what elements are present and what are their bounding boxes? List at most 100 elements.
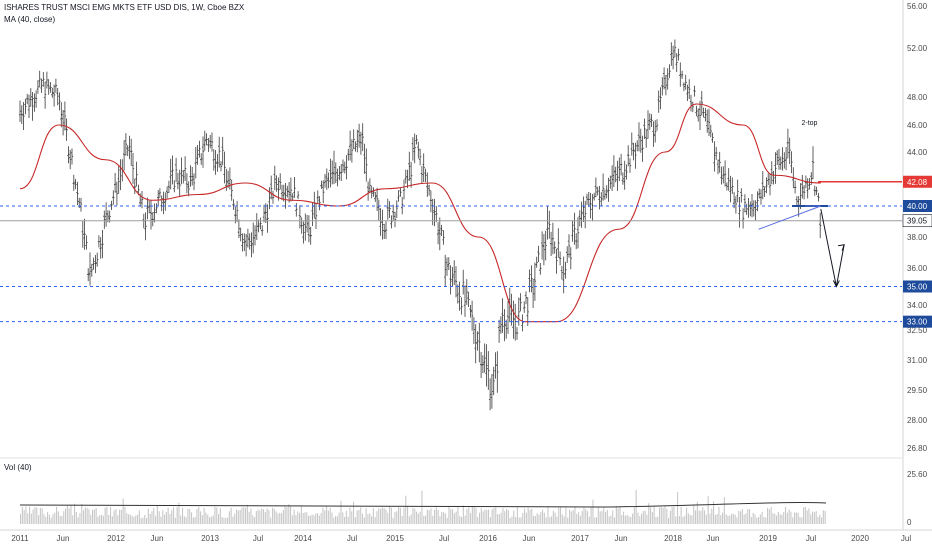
volume-bar (462, 505, 464, 524)
ohlc-bar (350, 139, 354, 163)
volume-bar (443, 512, 445, 524)
volume-bar (185, 517, 187, 524)
ohlc-bar (173, 180, 176, 193)
volume-bar (102, 515, 104, 524)
ohlc-bar (711, 132, 714, 143)
x-tick-label: 2014 (294, 534, 312, 543)
ohlc-bar (587, 192, 590, 207)
volume-bar (322, 507, 324, 524)
volume-bar (702, 507, 704, 524)
volume-bar (522, 512, 524, 524)
ohlc-bar (666, 68, 669, 90)
volume-bar (475, 507, 477, 524)
volume-bar (416, 511, 418, 524)
ohlc-bar (445, 257, 449, 276)
volume-bar (509, 518, 511, 524)
x-tick-label: 2017 (571, 534, 589, 543)
price-tag-40.00 (903, 200, 932, 212)
ohlc-bar (569, 247, 572, 270)
ohlc-bar (295, 203, 298, 217)
y-tick-label: 52.00 (907, 44, 928, 53)
volume-bar (25, 506, 27, 524)
volume-bar (30, 513, 32, 524)
ohlc-bar (531, 279, 535, 308)
volume-bar (745, 513, 747, 524)
volume-bar (70, 504, 72, 524)
volume-bar (333, 517, 335, 524)
ohlc-bar (192, 173, 196, 191)
volume-bar (140, 518, 142, 524)
volume-bar (21, 506, 23, 524)
ohlc-bar (241, 233, 244, 252)
volume-bar (124, 506, 126, 524)
volume-bar (524, 508, 526, 524)
ohlc-bar (165, 186, 169, 199)
ohlc-bar (418, 148, 422, 166)
ohlc-bar (774, 152, 777, 184)
ohlc-bar (483, 343, 486, 373)
volume-bar (430, 508, 432, 524)
ohlc-bar (266, 204, 269, 233)
ohlc-bar (612, 155, 616, 188)
volume-bar (173, 507, 175, 524)
ohlc-bar (273, 165, 276, 191)
ohlc-bar (286, 185, 289, 198)
volume-bar (423, 515, 425, 524)
ohlc-bar (501, 298, 504, 333)
volume-bar (358, 510, 360, 524)
volume-bar (581, 511, 583, 524)
ohlc-bar (558, 251, 562, 266)
ohlc-bar (505, 319, 508, 339)
volume-bar (187, 508, 189, 524)
ohlc-bar (815, 186, 818, 195)
volume-bar (592, 499, 594, 524)
ohlc-bar (600, 192, 603, 206)
ohlc-bar (436, 222, 440, 245)
ohlc-bar (153, 203, 156, 223)
volume-bar (684, 515, 686, 524)
ohlc-bar (566, 246, 569, 263)
ohlc-bar (679, 62, 682, 87)
ohlc-bar (470, 300, 474, 331)
volume-bar (297, 511, 299, 524)
ohlc-bar (314, 203, 318, 229)
ohlc-bar (76, 181, 79, 206)
ohlc-bar (740, 188, 743, 203)
ohlc-bar (259, 217, 262, 230)
volume-bar (695, 510, 697, 524)
volume-bar (794, 512, 796, 524)
ohlc-bar (759, 189, 763, 205)
price-tag-text: 40.00 (907, 202, 928, 211)
volume-bar (659, 507, 661, 524)
ohlc-bar (609, 175, 612, 189)
ohlc-bar (555, 248, 558, 274)
volume-bar (617, 508, 619, 524)
volume-bar (268, 510, 270, 524)
volume-bar (747, 509, 749, 524)
ohlc-bar (682, 82, 686, 92)
volume-bar (108, 515, 110, 524)
ohlc-bar (433, 198, 436, 227)
volume-bar (203, 508, 205, 524)
volume-bar (371, 516, 373, 524)
ohlc-bar (465, 279, 468, 305)
ohlc-bar (729, 175, 732, 203)
ohlc-bar (580, 201, 583, 228)
volume-bar (243, 507, 245, 524)
x-tick-label: Jun (57, 534, 70, 543)
ohlc-bar (406, 169, 409, 189)
volume-bar (540, 512, 542, 524)
volume-bar (99, 515, 101, 524)
volume-bar (399, 507, 401, 524)
volume-bar (52, 514, 54, 524)
ohlc-bar (99, 237, 102, 259)
ohlc-bar (575, 233, 578, 250)
volume-bar (66, 505, 68, 524)
ohlc-bar (417, 141, 420, 159)
volume-axis-label: 0 (907, 518, 912, 527)
volume-bar (633, 506, 635, 524)
ohlc-bar (302, 221, 305, 244)
volume-bar (65, 508, 67, 524)
volume-bar (767, 507, 769, 524)
ohlc-bar (329, 158, 332, 188)
